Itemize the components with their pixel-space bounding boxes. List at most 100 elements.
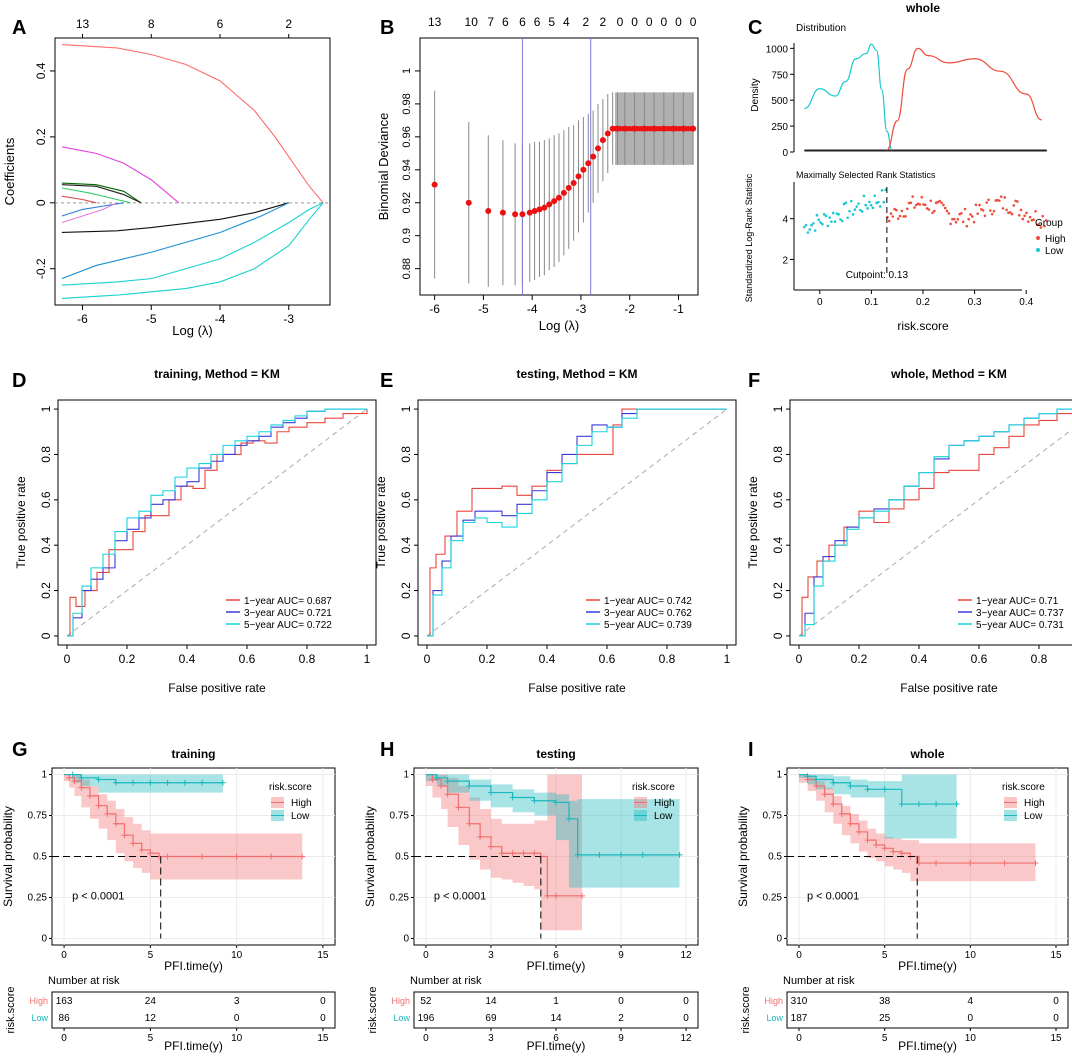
- panel-c-stat-point: [1026, 220, 1030, 223]
- panel-c-top-ylabel: Density: [750, 78, 761, 111]
- panel-c-stat-point: [949, 222, 952, 226]
- panel-c-stat-point: [969, 213, 972, 216]
- panel-i-censor-mark: [881, 845, 888, 852]
- panel-a-path-10: [61, 202, 289, 280]
- panel-b-point: [431, 181, 438, 188]
- panel-c-stat-point: [918, 203, 922, 206]
- panel-h-censor-mark: [596, 851, 603, 858]
- panel-h-legend-label: High: [654, 798, 675, 809]
- panel-i-risk-frame: [786, 991, 1069, 1029]
- panel-c-title: whole: [905, 1, 940, 15]
- panel-h-risk-xtick-label: 3: [488, 1033, 494, 1044]
- panel-c-legend-swatch-high: [1036, 236, 1040, 240]
- panel-c-stat-point: [817, 218, 821, 222]
- panel-c-stat-point: [895, 208, 898, 212]
- panel-h-risk-cell: 0: [683, 1013, 689, 1024]
- panel-f-legend-label: 3−year AUC= 0.737: [976, 608, 1064, 619]
- panel-h-censor-mark: [466, 783, 473, 790]
- panel-c-stat-point: [942, 203, 945, 207]
- panel-i-censor-mark: [881, 786, 888, 793]
- panel-e-ytick-label: 0: [399, 632, 413, 639]
- panel-c-stat-point: [808, 228, 812, 231]
- panel-f-legend-label: 5−year AUC= 0.731: [976, 620, 1064, 631]
- panel-c-stat-point: [998, 199, 1001, 202]
- panel-e-legend-label: 5−year AUC= 0.739: [604, 620, 692, 631]
- panel-a-xlabel: Log (λ): [172, 323, 212, 338]
- panel-h-ytick-label: 0.75: [390, 811, 410, 822]
- panel-h-risk-cell: 0: [683, 996, 689, 1007]
- panel-f-ytick-label: 0.2: [771, 582, 785, 599]
- panel-g-risk-xtick-label: 0: [61, 1033, 67, 1044]
- panel-e-xtick-label: 0: [424, 652, 431, 666]
- panel-b-top-label: 0: [690, 15, 697, 29]
- panel-d-ytick-label: 0.4: [39, 537, 53, 554]
- panel-f-legend-label: 1−year AUC= 0.71: [976, 596, 1059, 607]
- panel-h-censor-mark: [531, 797, 538, 804]
- panel-g-censor-mark: [138, 846, 145, 853]
- panel-g-legend-title: risk.score: [269, 782, 312, 793]
- panel-b-ytick-label: 0.98: [401, 93, 413, 114]
- panel-g-risk-ylabel: risk.score: [5, 986, 17, 1033]
- panel-b-point: [499, 209, 506, 216]
- panel-b-point: [485, 207, 492, 214]
- panel-c-legend-title: Group: [1035, 218, 1063, 229]
- panel-f-title: whole, Method = KM: [890, 367, 1007, 381]
- panel-h-risk-xtick-label: 0: [423, 1033, 429, 1044]
- panel-i-censor-mark: [804, 773, 811, 780]
- panel-h-censor-mark: [455, 804, 462, 811]
- panel-letter-h: H: [380, 739, 394, 761]
- panel-d-legend-label: 1−year AUC= 0.687: [244, 596, 332, 607]
- panel-c-stat-point: [951, 217, 954, 221]
- panel-c-stat-point: [989, 209, 992, 212]
- panel-c-stat-point: [813, 229, 817, 232]
- panel-c-stat-point: [803, 225, 806, 229]
- panel-a-path-5: [61, 187, 131, 204]
- panel-i-ytick-label: 1: [776, 770, 782, 781]
- panel-c-stat-point: [873, 194, 877, 198]
- panel-c-stat-point: [945, 209, 949, 213]
- panel-b-point: [688, 126, 694, 132]
- panel-c-stat-point: [1041, 214, 1045, 218]
- panel-c-stat-point: [880, 188, 884, 192]
- panel-i-risk-xtick-label: 0: [796, 1033, 802, 1044]
- panel-g-risk-row-label: High: [29, 996, 48, 1006]
- panel-c-stat-point: [851, 213, 855, 216]
- panel-d-xtick-label: 0.6: [239, 652, 256, 666]
- panel-f-xtick-label: 0.6: [971, 652, 988, 666]
- panel-i-risk-cell: 0: [968, 1013, 974, 1024]
- panel-e-legend-label: 3−year AUC= 0.762: [604, 608, 692, 619]
- panel-h-ytick-label: 1: [403, 770, 409, 781]
- panel-c-stat-point: [891, 215, 895, 218]
- panel-h-censor-mark: [498, 850, 505, 857]
- panel-d-curve-5-year: [67, 408, 367, 637]
- panel-c-bottom-ytick-label: 4: [782, 215, 788, 226]
- panel-b-point: [556, 194, 562, 201]
- panel-g-ytick-label: 0.5: [33, 852, 47, 863]
- panel-h-risk-xtick-label: 12: [681, 1033, 693, 1044]
- panel-b-ytick-label: 0.92: [401, 192, 413, 213]
- panel-i-risk-cell: 0: [1053, 996, 1059, 1007]
- panel-f-xtick-label: 0.4: [911, 652, 928, 666]
- panel-i-censor-mark: [933, 801, 940, 808]
- panel-g-censor-mark: [95, 776, 102, 783]
- panel-g-risk-cell: 12: [145, 1013, 157, 1024]
- panel-g-censor-mark: [112, 779, 119, 786]
- panel-i-xtick-label: 0: [796, 950, 802, 961]
- panel-h-risk-row-label: High: [391, 996, 410, 1006]
- panel-letter-i: I: [748, 739, 754, 761]
- panel-i-risk-cell: 25: [879, 1013, 891, 1024]
- panel-e-xtick-label: 0.6: [599, 652, 616, 666]
- panel-i-xtick-label: 10: [965, 950, 977, 961]
- panel-f-ytick-label: 0: [771, 632, 785, 639]
- panel-c-stat-point: [831, 211, 835, 215]
- panel-f-ytick-label: 0.6: [771, 491, 785, 508]
- panel-h-risk-cell: 2: [618, 1013, 624, 1024]
- panel-c-stat-point: [849, 199, 853, 203]
- panel-b-xtick-label: -2: [624, 302, 635, 316]
- panel-c-stat-point: [844, 201, 848, 205]
- panel-c-stat-point: [804, 223, 808, 227]
- panel-c-stat-point: [860, 210, 864, 213]
- panel-b-top-label: 0: [631, 15, 638, 29]
- panel-b-point: [541, 204, 548, 211]
- panel-c-stat-point: [887, 219, 891, 223]
